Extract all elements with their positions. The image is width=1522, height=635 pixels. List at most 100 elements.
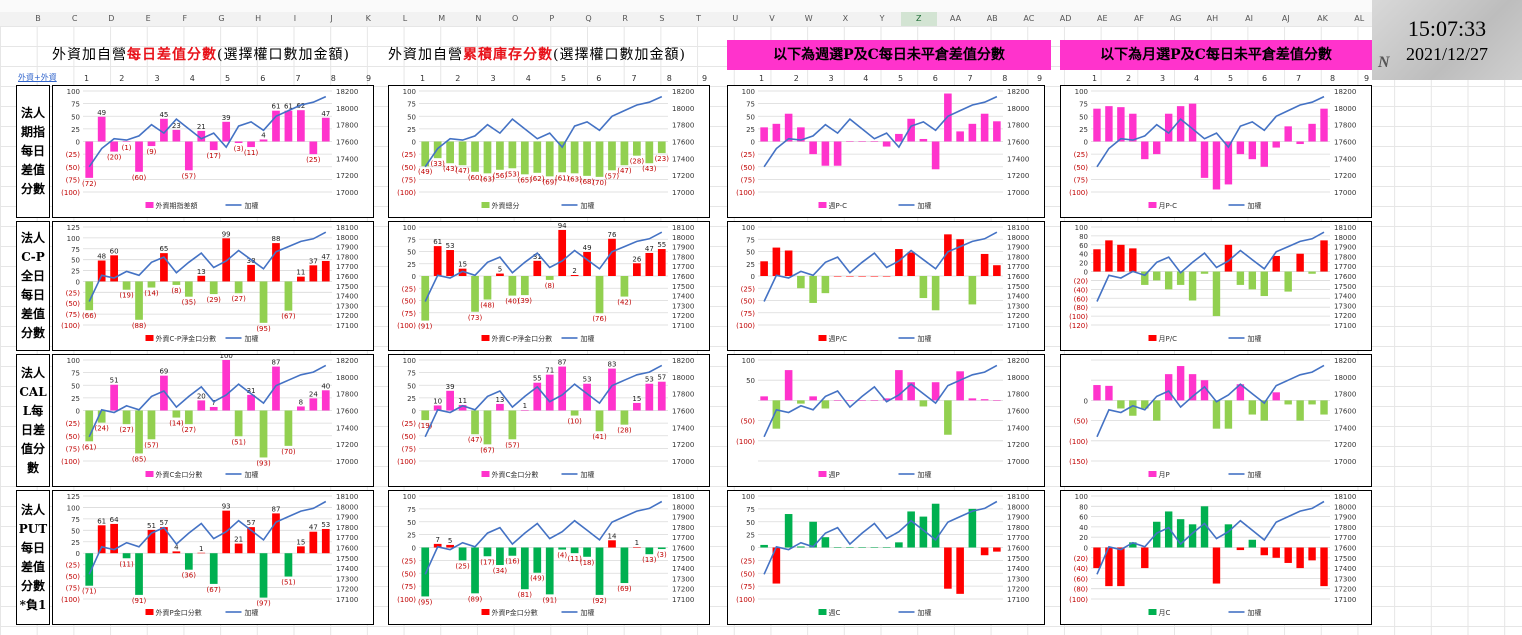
index-number: 2 [455, 74, 461, 83]
column-header-l[interactable]: L [402, 14, 408, 23]
title-daily-diff-suffix: (選擇權口數加金額) [217, 47, 350, 63]
data-label: (89) [468, 595, 483, 603]
bar [97, 116, 106, 142]
bar [858, 141, 866, 142]
column-header-w[interactable]: W [804, 14, 813, 23]
column-header-al[interactable]: AL [1354, 14, 1365, 23]
column-header-j[interactable]: J [330, 14, 333, 23]
column-header-b[interactable]: B [35, 14, 41, 23]
sheet-link[interactable]: 外資+外資 [18, 73, 57, 82]
column-header-c[interactable]: C [71, 14, 78, 23]
chart-panel-r2c0[interactable]: 100 75 50 25 0 (25) (50) (75) (100) 18200 18000 178… [52, 354, 374, 487]
column-header-t[interactable]: T [696, 14, 702, 23]
data-label: 31 [247, 387, 256, 395]
chart-panel-r0c2[interactable]: 100 75 50 25 0 (25) (50) (75) (100) 18200 18000 178… [727, 85, 1045, 218]
chart-panel-r1c0[interactable]: 125 100 75 50 25 0 (25) (50) (75) (100) 18100 18000… [52, 221, 374, 351]
bar [809, 276, 817, 303]
y-tick-label: 25 [71, 395, 80, 403]
column-header-m[interactable]: M [438, 14, 446, 23]
title-cumulative-prefix: 外資加自營 [388, 47, 463, 63]
row-label-call: 法人 CAL L每 日差 值分 數 [16, 354, 50, 487]
y2-tick-label: 17500 [1334, 283, 1356, 291]
column-header-e[interactable]: E [145, 14, 151, 23]
column-header-x[interactable]: X [842, 14, 849, 23]
index-line [424, 500, 663, 575]
column-header-ad[interactable]: AD [1059, 14, 1072, 23]
bar [421, 410, 430, 421]
column-header-h[interactable]: H [255, 14, 262, 23]
chart-panel-r3c0[interactable]: 125 100 75 50 25 0 (25) (50) (75) (100) 18100 18000… [52, 490, 374, 625]
chart-panel-r0c0[interactable]: 100 75 50 25 0 (25) (50) (75) (100) 18200 18000 178… [52, 85, 374, 218]
legend-swatch-bar [481, 202, 490, 208]
legend-label-bar: 外資P金口分數 [492, 608, 538, 617]
data-label: (11) [119, 560, 134, 568]
y-tick-label: 0 [76, 139, 80, 147]
column-header-p[interactable]: P [549, 14, 555, 23]
column-header-aa[interactable]: AA [949, 14, 962, 23]
column-header-y[interactable]: Y [879, 14, 885, 23]
column-header-ai[interactable]: AI [1245, 14, 1254, 23]
index-number: 5 [898, 74, 904, 83]
data-label: 61 [272, 103, 281, 111]
column-header-n[interactable]: N [475, 14, 482, 23]
column-header-d[interactable]: D [108, 14, 115, 23]
bar [895, 249, 903, 276]
data-label: 1 [523, 402, 527, 410]
column-header-f[interactable]: F [182, 14, 188, 23]
column-header-u[interactable]: U [732, 14, 739, 23]
y-tick-label: (75) [402, 176, 417, 184]
y2-tick-label: 18000 [1007, 374, 1029, 382]
data-label: (57) [505, 441, 520, 449]
column-header-af[interactable]: AF [1133, 14, 1145, 23]
column-header-o[interactable]: O [511, 14, 519, 23]
column-header-r[interactable]: R [622, 14, 628, 23]
y2-tick-label: 17700 [336, 534, 358, 542]
column-header-g[interactable]: G [218, 14, 225, 23]
chart-panel-r1c1[interactable]: 100 75 50 25 0 (25) (50) (75) (100) 18100 18000 179… [388, 221, 710, 351]
bar [197, 130, 206, 142]
chart-panel-r1c2[interactable]: 100 75 50 25 0 (25) (50) (75) (100) 18100 18000 179… [727, 221, 1045, 351]
data-label: 94 [558, 222, 567, 230]
bar [1117, 400, 1125, 409]
column-header-ae[interactable]: AE [1097, 14, 1108, 23]
data-label: 15 [632, 395, 641, 403]
chart-panel-r2c3[interactable]: 0 (50) (100) (150) 18200 18000 17800 17600 17400… [1060, 354, 1372, 487]
y-tick-label: 100 [742, 88, 755, 96]
y-tick-label: (100) [61, 596, 80, 604]
column-header-i[interactable]: I [293, 14, 297, 23]
data-label: (63) [567, 175, 582, 183]
y2-tick-label: 18200 [1007, 357, 1029, 365]
data-label: (25) [306, 156, 321, 164]
bar [1284, 400, 1292, 405]
column-header-k[interactable]: K [365, 14, 371, 23]
chart-panel-r3c1[interactable]: 100 75 50 25 0 (25) (50) (75) (100) 18100 18000 179… [388, 490, 710, 625]
column-header-ah[interactable]: AH [1206, 14, 1219, 23]
column-header-ab[interactable]: AB [986, 14, 998, 23]
chart-panel-r2c1[interactable]: 100 75 50 25 0 (25) (50) (75) (100) 18200 18000 178… [388, 354, 710, 487]
y2-tick-label: 17000 [1334, 189, 1356, 197]
legend-swatch-bar [481, 335, 490, 341]
bar [545, 141, 554, 177]
y2-tick-label: 17600 [336, 273, 358, 281]
column-header-ag[interactable]: AG [1169, 14, 1182, 23]
chart-panel-r2c2[interactable]: 100 50 (50) (100) 18200 18000 17800 17600 17400 1… [727, 354, 1045, 487]
chart-panel-r3c2[interactable]: 100 75 50 25 0 (25) (50) (75) (100) 18100 18000 179… [727, 490, 1045, 625]
chart-panel-r3c3[interactable]: 100 80 60 40 20 0 (20) (40) (60) (80) (100) 18100 18… [1060, 490, 1372, 625]
chart-panel-r0c1[interactable]: 100 75 50 25 0 (25) (50) (75) (100) 18200 18000 178… [388, 85, 710, 218]
bar [772, 247, 781, 276]
chart-panel-r1c3[interactable]: 100 80 60 40 20 0 (20) (40) (60) (80) (100) (120) 18… [1060, 221, 1372, 351]
column-header-ak[interactable]: AK [1317, 14, 1328, 23]
data-label: (57) [605, 172, 620, 180]
y2-tick-label: 17300 [336, 302, 358, 310]
index-number: 6 [932, 74, 938, 83]
data-label: 1 [635, 539, 639, 547]
column-header-q[interactable]: Q [585, 14, 592, 23]
column-header-s[interactable]: S [659, 14, 665, 23]
column-header-v[interactable]: V [769, 14, 775, 23]
data-label: 64 [110, 516, 119, 524]
y-tick-label: 25 [407, 532, 416, 540]
column-header-z[interactable]: Z [900, 12, 937, 26]
chart-panel-r0c3[interactable]: 100 75 50 25 0 (25) (50) (75) (100) 18200 18000 178… [1060, 85, 1372, 218]
column-header-ac[interactable]: AC [1023, 14, 1035, 23]
column-header-aj[interactable]: AJ [1281, 14, 1290, 23]
